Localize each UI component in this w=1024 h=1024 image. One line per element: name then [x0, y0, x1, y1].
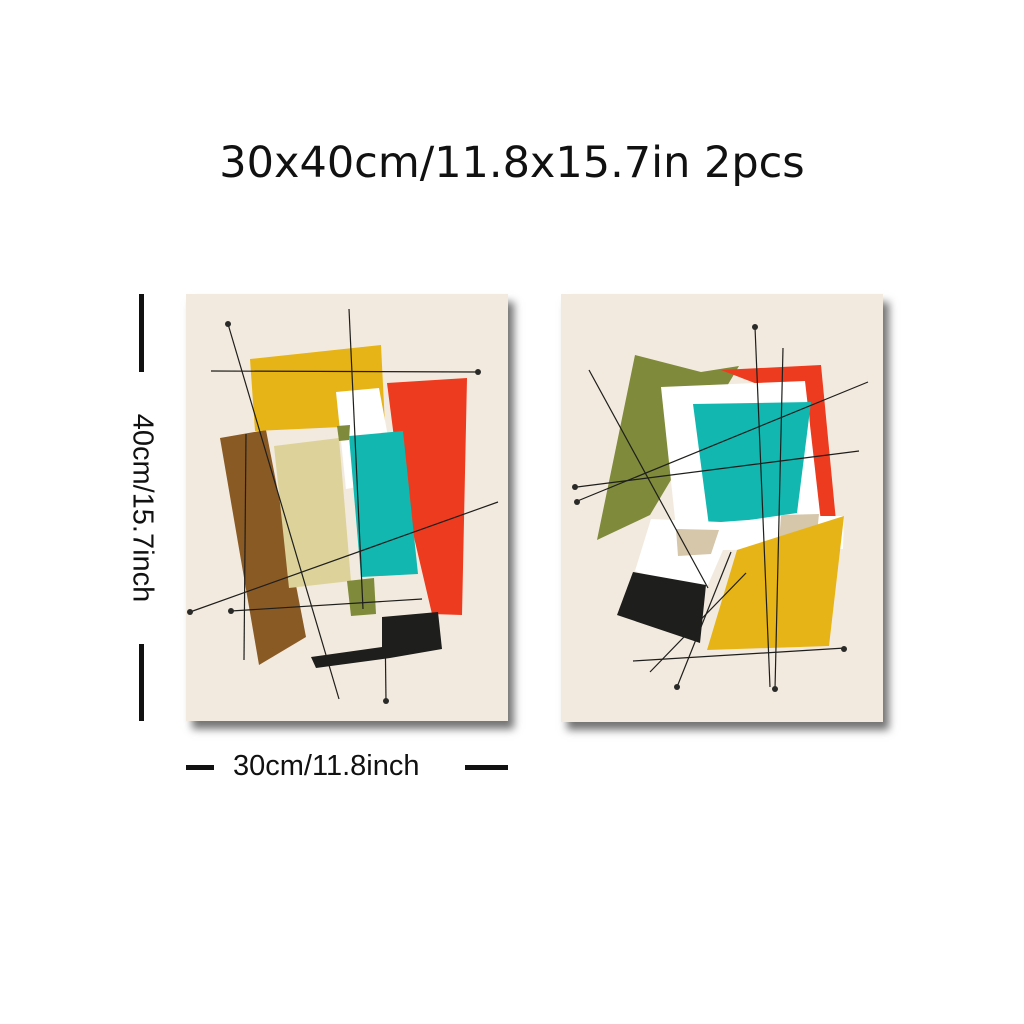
width-dimension-line-left — [186, 765, 214, 770]
width-dimension-line-right — [465, 765, 508, 770]
abstract-artwork-right — [561, 294, 883, 722]
height-dimension-label: 40cm/15.7inch — [126, 413, 159, 603]
height-dimension-line-top — [139, 294, 144, 372]
artwork-panel-right — [561, 294, 883, 722]
width-dimension-label: 30cm/11.8inch — [233, 750, 420, 782]
artwork-panel-left — [186, 294, 508, 721]
product-title: 30x40cm/11.8x15.7in 2pcs — [219, 138, 805, 188]
height-dimension-line-bottom — [139, 644, 144, 721]
abstract-artwork-left — [186, 294, 508, 721]
